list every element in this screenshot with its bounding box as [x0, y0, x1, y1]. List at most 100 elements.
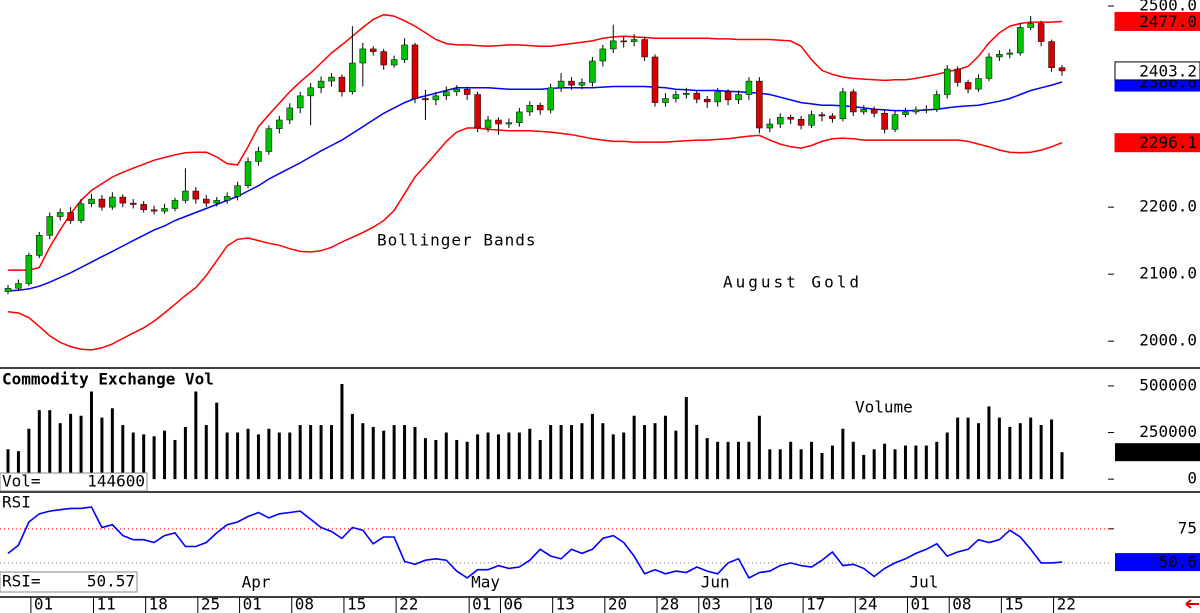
volume-bar: [27, 428, 31, 480]
x-tick-label: 08: [295, 595, 314, 613]
candle-body: [4, 287, 12, 292]
volume-bar: [799, 449, 803, 480]
candle-body: [265, 128, 273, 152]
volume-bar: [945, 432, 949, 480]
volume-bar: [987, 406, 991, 480]
volume-bar: [924, 445, 928, 480]
volume-bar: [204, 425, 208, 480]
candle-body: [870, 109, 878, 114]
volume-bar: [131, 432, 135, 480]
candle-body: [964, 82, 972, 90]
candle-body: [349, 62, 356, 93]
volume-bar: [757, 415, 761, 480]
candle-body: [296, 95, 304, 109]
candle-body: [526, 104, 534, 113]
last-value-box: [1114, 61, 1200, 81]
volume-bar: [820, 453, 824, 480]
candle-body: [223, 196, 231, 201]
scroll-arrow[interactable]: [1185, 599, 1199, 609]
candle-body: [359, 48, 367, 64]
candle-body: [328, 76, 335, 82]
volume-bar: [872, 449, 876, 480]
y-tick-label: 250000: [1139, 422, 1197, 441]
x-tick-label: 13: [556, 595, 575, 613]
y-tick-label: 2200.0: [1139, 197, 1197, 216]
candle-body: [943, 68, 951, 95]
rsi-line: [7, 506, 1063, 579]
panel-title: Commodity Exchange Vol: [2, 370, 214, 389]
candle-body: [129, 202, 137, 205]
candle-body: [401, 44, 408, 60]
volume-bar: [893, 449, 897, 480]
volume-bar: [79, 415, 83, 480]
volume-bar: [309, 425, 313, 480]
annotation: August Gold: [723, 273, 862, 292]
candle-body: [171, 200, 179, 209]
volume-bar: [173, 439, 177, 480]
volume-bar: [121, 425, 125, 480]
candle-body: [140, 204, 147, 211]
x-tick-label: 01: [910, 595, 929, 613]
readout-box: [0, 472, 148, 492]
volume-bar: [549, 425, 553, 480]
candle-body: [307, 87, 314, 97]
candle-body: [839, 91, 847, 119]
volume-bar: [601, 423, 605, 480]
volume-bar: [695, 425, 699, 480]
candle-body: [119, 196, 127, 204]
volume-bar: [789, 441, 793, 480]
candle-body: [923, 109, 930, 111]
volume-bar: [403, 425, 407, 480]
candle-body: [797, 119, 805, 126]
x-tick-label: 01: [34, 595, 53, 613]
last-value-label: 2477.0: [1139, 12, 1197, 31]
candle-body: [1027, 23, 1034, 28]
volume-bar: [778, 449, 782, 480]
candle-body: [672, 94, 680, 99]
candle-body: [641, 39, 648, 58]
volume-bar: [570, 425, 574, 480]
readout-box: [0, 571, 138, 593]
candle-body: [1037, 23, 1045, 42]
volume-bar: [246, 428, 250, 480]
volume-bar: [382, 430, 386, 480]
x-tick-label: 15: [347, 595, 366, 613]
candle-body: [77, 203, 85, 221]
volume-bar: [465, 441, 469, 480]
readout-value: 50.57: [87, 572, 135, 591]
candle-body: [463, 88, 471, 95]
volume-bar: [486, 432, 490, 480]
candle-body: [432, 95, 440, 101]
candle-body: [787, 117, 794, 120]
last-value-label: 144600: [1139, 443, 1197, 462]
bollinger-band: [7, 81, 1063, 292]
last-value-box: [1115, 443, 1200, 462]
volume-bar: [361, 423, 365, 480]
volume-bar: [371, 426, 375, 480]
candle-body: [850, 91, 857, 113]
candle-body: [213, 200, 220, 204]
volume-bar: [256, 434, 260, 480]
candle-body: [36, 235, 43, 256]
volume-bar: [663, 415, 667, 480]
candle-body: [933, 94, 941, 110]
volume-bar: [736, 441, 740, 480]
volume-bar: [810, 441, 814, 480]
volume-bar: [100, 417, 104, 480]
x-tick-label: 08: [952, 595, 971, 613]
candle-body: [568, 80, 575, 86]
candle-body: [276, 119, 283, 129]
x-tick-label: 28: [660, 595, 679, 613]
volume-bar: [298, 425, 302, 480]
candle-body: [453, 88, 460, 93]
candle-body: [547, 87, 554, 111]
volume-bar: [914, 445, 918, 480]
volume-bar: [16, 451, 20, 480]
volume-bar: [1050, 419, 1054, 480]
candle-body: [286, 107, 294, 121]
volume-bar: [528, 428, 532, 480]
x-tick-label: 17: [806, 595, 825, 613]
volume-bar: [89, 391, 93, 480]
candle-body: [683, 92, 690, 95]
